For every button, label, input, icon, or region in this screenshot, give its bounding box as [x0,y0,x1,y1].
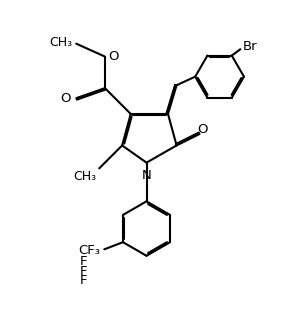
Text: CF₃: CF₃ [78,244,100,257]
Text: F: F [80,274,87,287]
Text: Br: Br [243,40,258,53]
Text: O: O [108,50,119,63]
Text: F: F [80,255,87,268]
Text: CH₃: CH₃ [50,36,73,49]
Text: CH₃: CH₃ [73,170,96,183]
Text: F: F [80,264,87,278]
Text: O: O [197,123,208,136]
Text: O: O [61,92,71,105]
Text: N: N [142,169,151,182]
